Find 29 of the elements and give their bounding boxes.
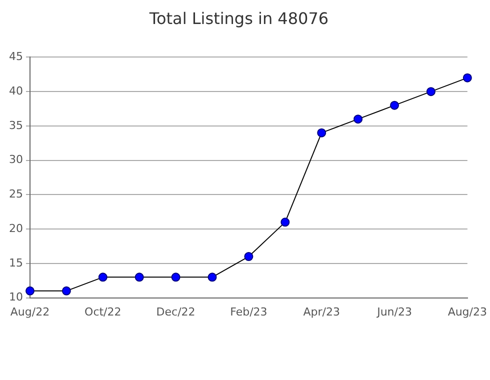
y-tick-label: 10: [8, 290, 23, 304]
x-tick-label: Dec/22: [156, 305, 196, 318]
y-tick-label: 20: [8, 222, 23, 235]
point: [208, 272, 217, 282]
point: [171, 272, 180, 282]
chart-title: Total Listings in 48076: [148, 8, 329, 28]
point: [354, 114, 363, 124]
point: [98, 272, 108, 282]
point: [390, 100, 400, 110]
y-tick-label: 40: [8, 84, 23, 98]
y-tick-label: 35: [8, 118, 23, 132]
x-tick-label: Jun/23: [376, 305, 412, 318]
x-tick-label: Aug/22: [10, 305, 50, 318]
y-tick-label: 25: [8, 188, 23, 201]
point: [462, 73, 472, 82]
point: [134, 272, 144, 282]
point: [25, 286, 34, 296]
point: [317, 128, 326, 138]
y-tick-label: 30: [8, 153, 23, 166]
x-tick-label: Aug/23: [448, 305, 488, 318]
point: [280, 218, 290, 227]
x-tick-label: Oct/22: [84, 305, 122, 318]
y-tick-label: 45: [8, 50, 23, 64]
x-tick-label: Feb/23: [230, 305, 268, 318]
y-tick-label: 15: [8, 256, 23, 270]
point: [244, 252, 254, 262]
point: [426, 87, 436, 96]
point: [62, 286, 71, 296]
x-tick-label: Apr/23: [303, 305, 340, 318]
